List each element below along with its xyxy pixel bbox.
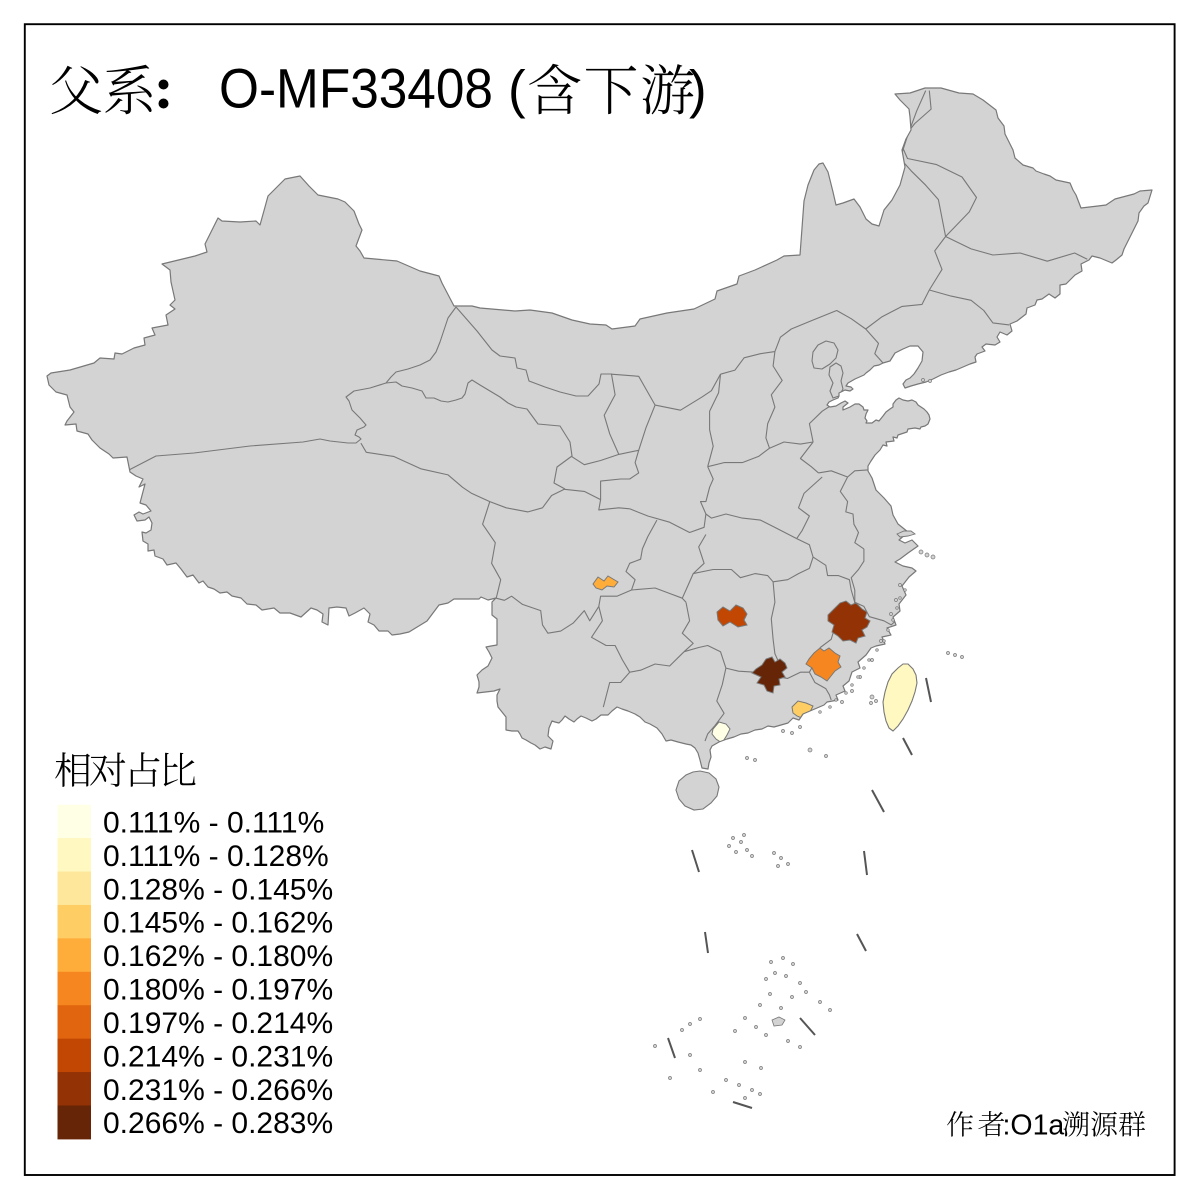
svg-text:0.128% - 0.145%: 0.128% - 0.145% (103, 873, 333, 906)
svg-text:0.162% - 0.180%: 0.162% - 0.180% (103, 940, 333, 973)
svg-text:O-MF33408: O-MF33408 (219, 58, 493, 120)
svg-text:(: ( (508, 61, 526, 120)
svg-text:0.266% - 0.283%: 0.266% - 0.283% (103, 1107, 333, 1140)
svg-text:0.111% - 0.111%: 0.111% - 0.111% (103, 806, 324, 839)
svg-text::O1a: :O1a (1003, 1110, 1065, 1142)
svg-text:0.231% - 0.266%: 0.231% - 0.266% (103, 1074, 333, 1107)
svg-text:0.111% - 0.128%: 0.111% - 0.128% (103, 840, 329, 873)
svg-text:0.145% - 0.162%: 0.145% - 0.162% (103, 907, 333, 940)
svg-text:0.180% - 0.197%: 0.180% - 0.197% (103, 974, 333, 1007)
svg-text:0.197% - 0.214%: 0.197% - 0.214% (103, 1007, 333, 1040)
svg-text:): ) (689, 61, 707, 120)
svg-text:0.214% - 0.231%: 0.214% - 0.231% (103, 1040, 333, 1073)
